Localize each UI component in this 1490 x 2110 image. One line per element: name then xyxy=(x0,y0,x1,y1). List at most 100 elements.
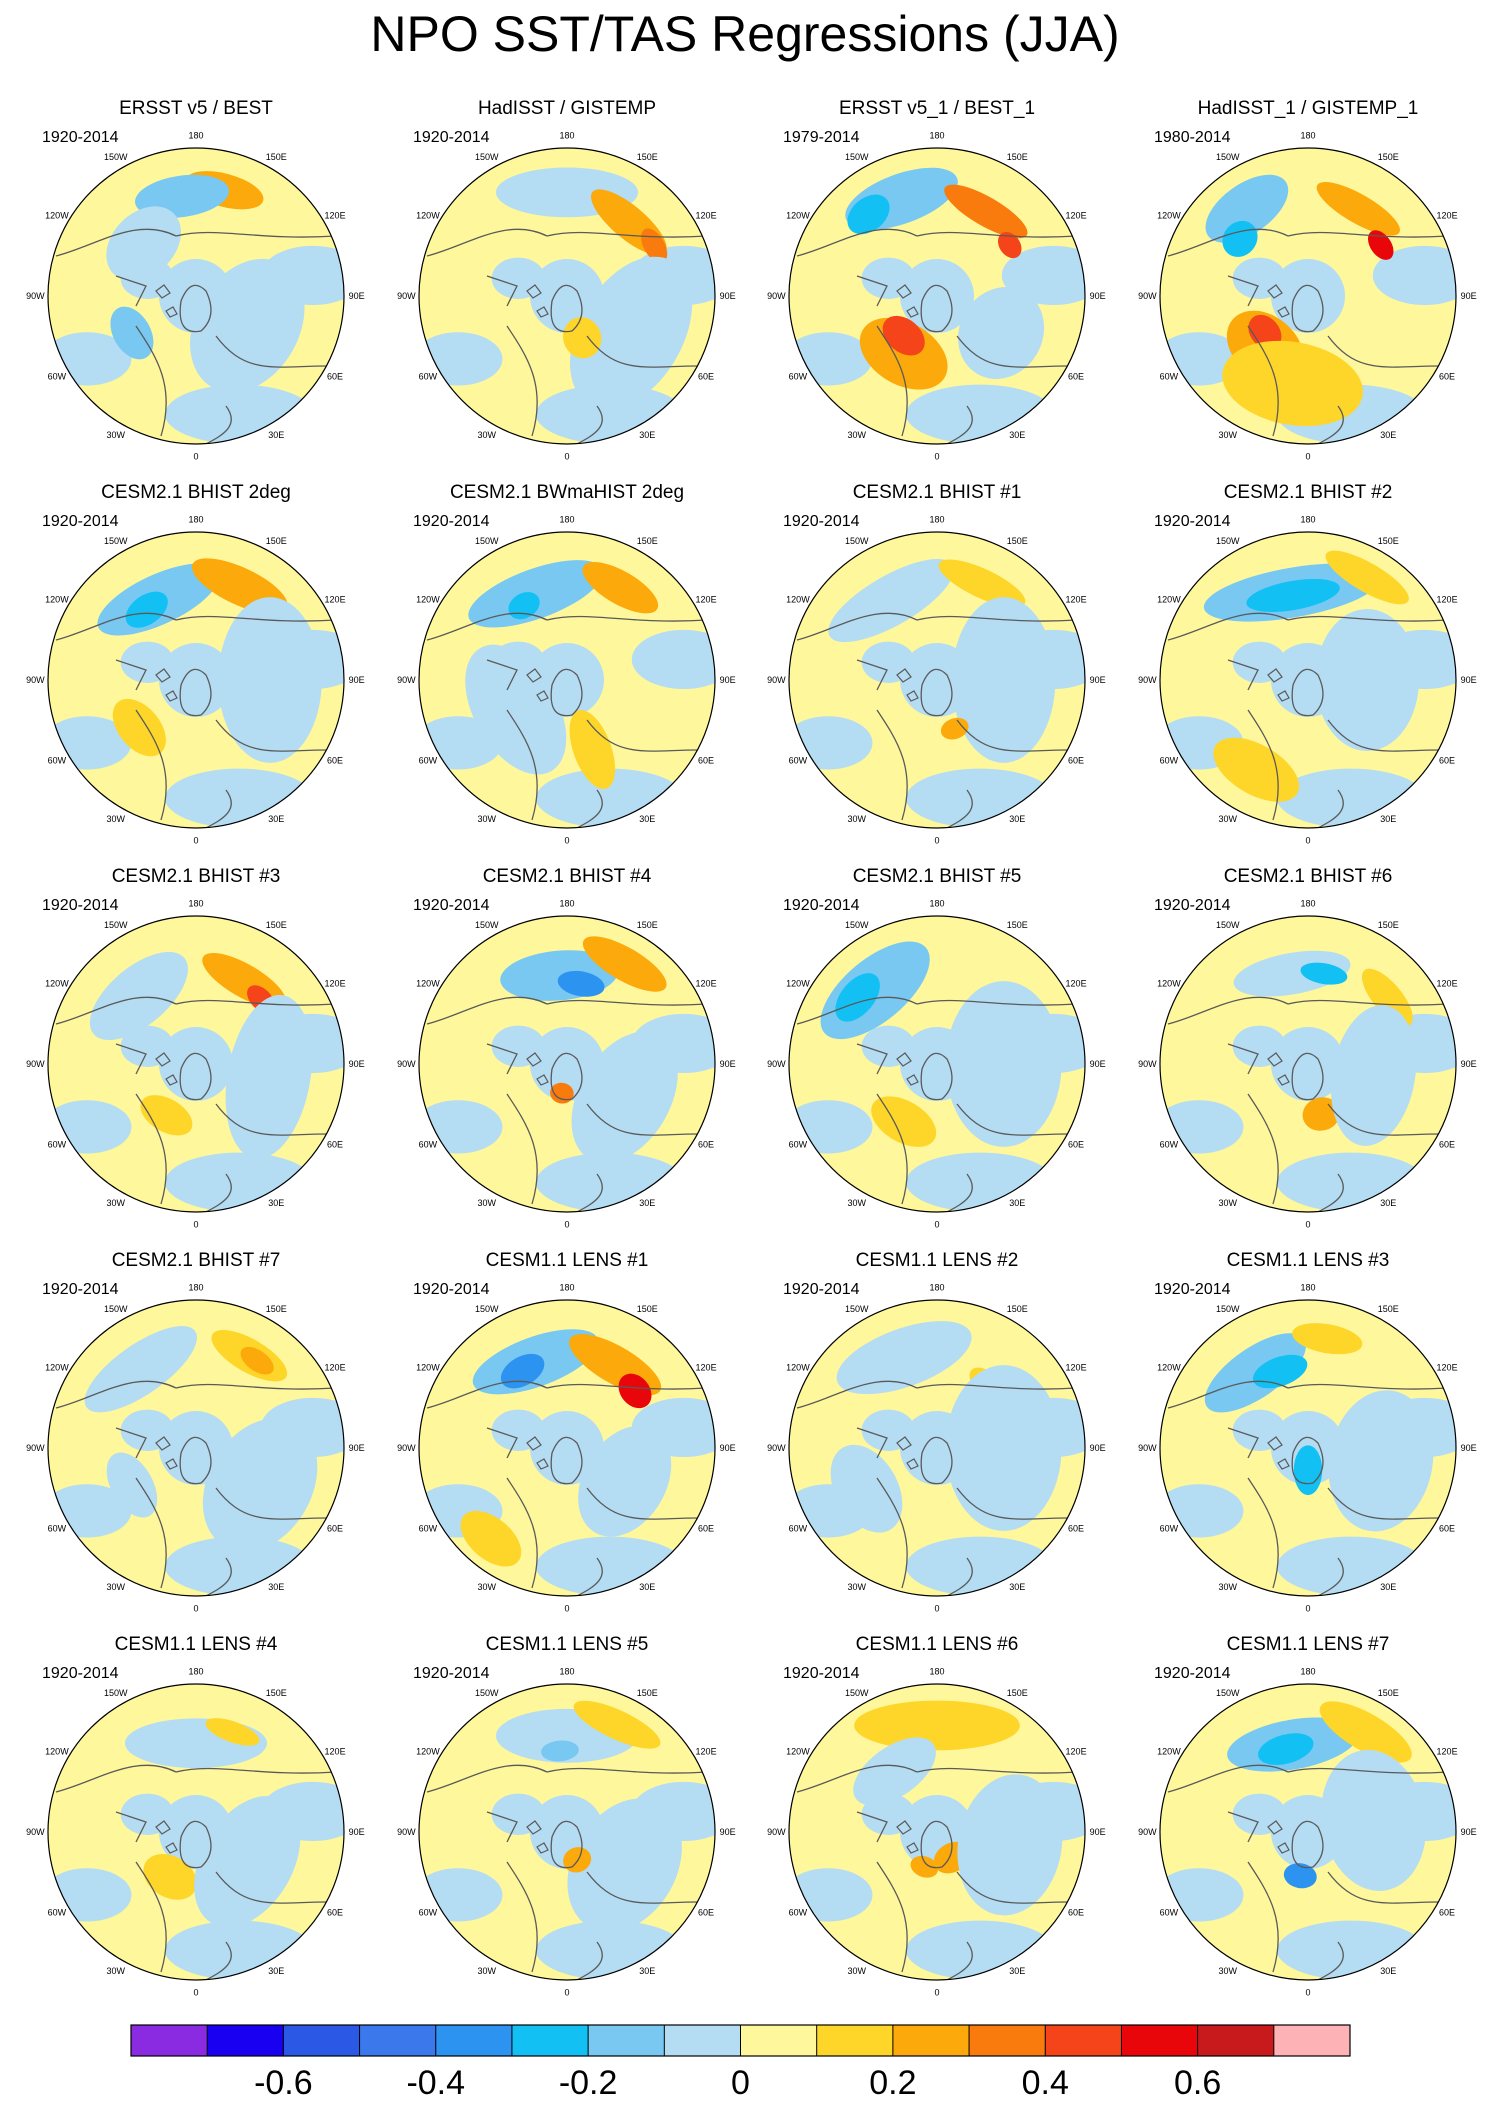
panel-period: 1920-2014 xyxy=(413,513,490,530)
anomaly-region xyxy=(1232,1025,1286,1068)
coastline xyxy=(175,999,337,1006)
anomaly-region xyxy=(1321,1749,1427,1891)
longitude-label: 90E xyxy=(720,1443,736,1453)
longitude-label: 150E xyxy=(1378,920,1399,930)
coastline xyxy=(215,719,327,752)
coastline xyxy=(586,1871,698,1904)
coastline xyxy=(506,325,538,437)
polar-map: 180 150E 120E 90E 60E 30E 0 30W 60W 90W 120W 150W xyxy=(397,514,735,845)
coastline xyxy=(1327,719,1439,752)
longitude-label: 120W xyxy=(1157,595,1181,605)
longitude-label: 120E xyxy=(325,1747,346,1757)
coastline xyxy=(586,335,698,368)
longitude-label: 90W xyxy=(1138,675,1157,685)
longitude-label: 0 xyxy=(564,1220,569,1230)
arctic-islands-coastline xyxy=(1267,1820,1290,1854)
anomaly-region xyxy=(143,1853,197,1900)
map-panel: 180 150E 120E 90E 60E 30E 0 30W 60W 90W 120W 150W CE… xyxy=(381,1634,753,2018)
anomaly-region xyxy=(1205,174,1289,243)
longitude-label: 150E xyxy=(266,1688,287,1698)
anomaly-region xyxy=(1246,578,1340,612)
longitude-label: 30W xyxy=(477,1582,496,1592)
longitude-label: 90W xyxy=(767,1827,786,1837)
greenland-coastline xyxy=(179,668,212,717)
longitude-label: 90E xyxy=(1090,1827,1106,1837)
longitude-label: 30W xyxy=(1218,814,1237,824)
longitude-label: 60W xyxy=(48,371,67,381)
coastline xyxy=(1327,1871,1439,1904)
longitude-label: 0 xyxy=(564,1604,569,1614)
longitude-label: 60E xyxy=(1068,1139,1084,1149)
anomaly-region xyxy=(218,597,322,763)
coastline xyxy=(576,1173,603,1212)
longitude-label: 90W xyxy=(26,291,45,301)
longitude-label: 30E xyxy=(1380,1966,1396,1976)
map-boundary-circle xyxy=(418,531,716,829)
greenland-coastline xyxy=(920,1052,953,1101)
greenland-coastline xyxy=(1291,668,1324,717)
coastline xyxy=(586,719,698,752)
coastline xyxy=(796,1380,918,1409)
map-boundary-circle xyxy=(418,147,716,445)
longitude-label: 60W xyxy=(48,1139,67,1149)
coastline xyxy=(946,1941,973,1980)
coastline xyxy=(956,335,1068,368)
longitude-label: 60E xyxy=(327,1907,343,1917)
longitude-label: 150E xyxy=(1378,536,1399,546)
longitude-label: 180 xyxy=(1300,514,1315,524)
longitude-label: 150E xyxy=(266,920,287,930)
colorbar: -0.6 -0.4 -0.2 0 0.2 0.4 0.6 xyxy=(130,2024,1351,2102)
longitude-label: 150W xyxy=(104,1304,128,1314)
longitude-label: 120W xyxy=(1157,211,1181,221)
coastline xyxy=(856,1811,888,1843)
longitude-label: 60W xyxy=(419,1907,438,1917)
longitude-label: 60W xyxy=(419,1139,438,1149)
longitude-label: 120W xyxy=(786,979,810,989)
coastline xyxy=(856,659,888,691)
longitude-label: 60E xyxy=(1439,1907,1455,1917)
anomaly-region xyxy=(205,1718,260,1746)
anomaly-region xyxy=(578,1426,672,1537)
map-panel: 180 150E 120E 90E 60E 30E 0 30W 60W 90W 120W 150W CE… xyxy=(1122,1634,1490,2018)
longitude-label: 90E xyxy=(1090,1059,1106,1069)
coastline xyxy=(956,1487,1068,1520)
longitude-label: 150E xyxy=(1378,1688,1399,1698)
longitude-label: 120W xyxy=(416,1747,440,1757)
panel-title: ERSST v5 / BEST xyxy=(119,98,273,119)
figure-title: NPO SST/TAS Regressions (JJA) xyxy=(370,6,1120,62)
anomaly-region xyxy=(491,257,545,300)
coastline xyxy=(135,1861,167,1973)
longitude-label: 150W xyxy=(845,536,869,546)
anomaly-region xyxy=(1292,1323,1363,1355)
panel-period: 1920-2014 xyxy=(1154,513,1231,530)
panel-title: ERSST v5_1 / BEST_1 xyxy=(838,98,1036,119)
anomaly-region xyxy=(120,1409,174,1452)
longitude-label: 30W xyxy=(106,1966,125,1976)
longitude-label: 90E xyxy=(349,675,365,685)
longitude-label: 90W xyxy=(767,291,786,301)
longitude-label: 120W xyxy=(45,1747,69,1757)
colorbar-tick-label: 0 xyxy=(731,2064,750,2102)
coastline xyxy=(175,231,337,238)
coastline xyxy=(486,1811,518,1843)
anomaly-region xyxy=(570,256,693,410)
arctic-islands-coastline xyxy=(896,668,919,702)
longitude-label: 90E xyxy=(349,1059,365,1069)
greenland-coastline xyxy=(179,284,212,333)
map-boundary-circle xyxy=(1159,531,1457,829)
coastline xyxy=(506,1477,538,1589)
longitude-label: 120E xyxy=(325,979,346,989)
anomaly-region xyxy=(165,1920,314,1980)
longitude-label: 0 xyxy=(193,452,198,462)
longitude-label: 60E xyxy=(1068,371,1084,381)
longitude-label: 30W xyxy=(1218,430,1237,440)
longitude-label: 30E xyxy=(1380,1198,1396,1208)
anomaly-region xyxy=(460,1510,522,1567)
longitude-label: 30E xyxy=(268,430,284,440)
map-boundary-circle xyxy=(788,1683,1086,1981)
map-boundary-circle xyxy=(418,915,716,1213)
longitude-label: 180 xyxy=(929,1282,944,1292)
longitude-label: 90W xyxy=(397,291,416,301)
longitude-label: 150W xyxy=(1216,920,1240,930)
colorbar-tick-label: -0.2 xyxy=(559,2064,618,2102)
